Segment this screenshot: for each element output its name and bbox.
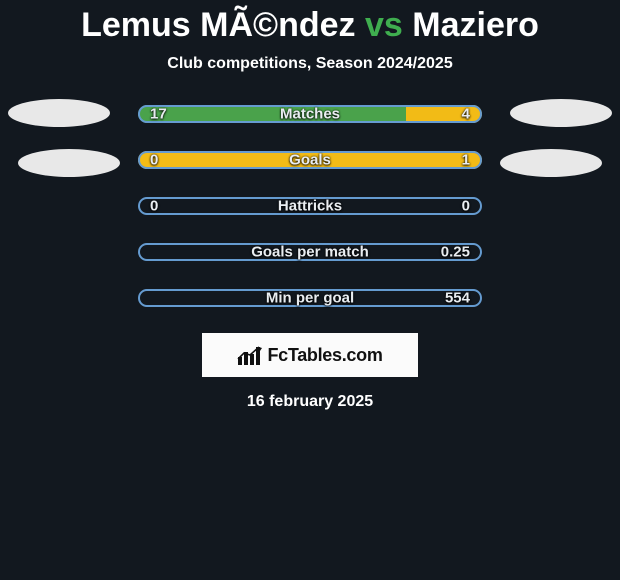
snapshot-date: 16 february 2025 <box>247 393 373 411</box>
brand-chart-icon <box>237 345 263 365</box>
avatar-placeholder-icon <box>510 99 612 127</box>
brand-badge: FcTables.com <box>202 333 418 377</box>
bar-segment-left <box>138 105 406 123</box>
avatar-placeholder-icon <box>500 149 602 177</box>
subtitle: Club competitions, Season 2024/2025 <box>167 55 452 73</box>
stat-bar: Matches174 <box>138 105 482 123</box>
comparison-chart: Matches174 Goals01 Hattricks00 Goals per ma… <box>0 105 620 307</box>
brand-name: FcTables.com <box>267 345 382 366</box>
comparison-card: Lemus MÃ©ndez vs Maziero Club competitio… <box>0 0 620 411</box>
page-title: Lemus MÃ©ndez vs Maziero <box>81 6 539 45</box>
stat-bar: Goals01 <box>138 151 482 169</box>
vs-label: vs <box>365 6 403 44</box>
stat-bar: Goals per match0.25 <box>138 243 482 261</box>
player-right-name: Maziero <box>412 6 539 44</box>
stat-bar: Min per goal554 <box>138 289 482 307</box>
player-left-name: Lemus MÃ©ndez <box>81 6 355 44</box>
stat-bar: Hattricks00 <box>138 197 482 215</box>
bar-segment-right <box>406 105 482 123</box>
avatar-placeholder-icon <box>18 149 120 177</box>
avatar-placeholder-icon <box>8 99 110 127</box>
bar-segment-right <box>138 151 482 169</box>
